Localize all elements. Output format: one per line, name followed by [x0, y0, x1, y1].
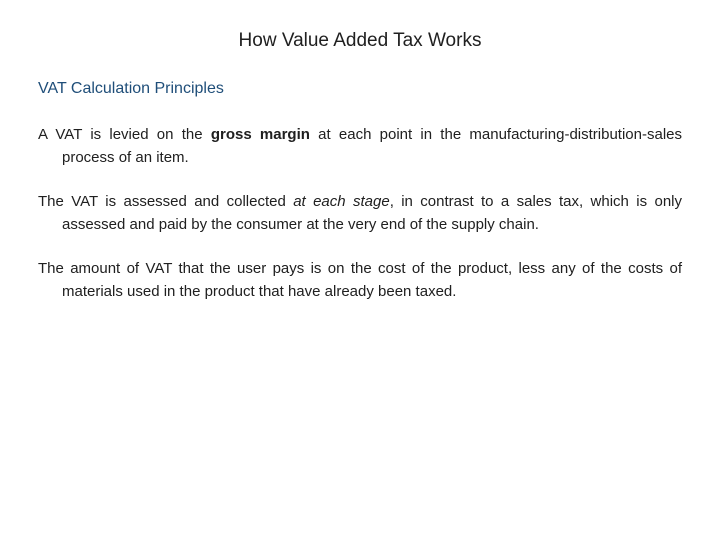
p1-bold: gross margin [211, 126, 310, 143]
paragraph-1: A VAT is levied on the gross margin at e… [38, 124, 682, 169]
p1-pre: A VAT is levied on the [38, 126, 211, 143]
p3-text: The amount of VAT that the user pays is … [38, 260, 682, 300]
section-subtitle: VAT Calculation Principles [38, 80, 682, 98]
p2-ital: at each stage [293, 193, 389, 210]
paragraph-2: The VAT is assessed and collected at eac… [38, 191, 682, 236]
page-title: How Value Added Tax Works [38, 30, 682, 52]
p2-pre: The VAT is assessed and collected [38, 193, 293, 210]
paragraph-3: The amount of VAT that the user pays is … [38, 258, 682, 303]
